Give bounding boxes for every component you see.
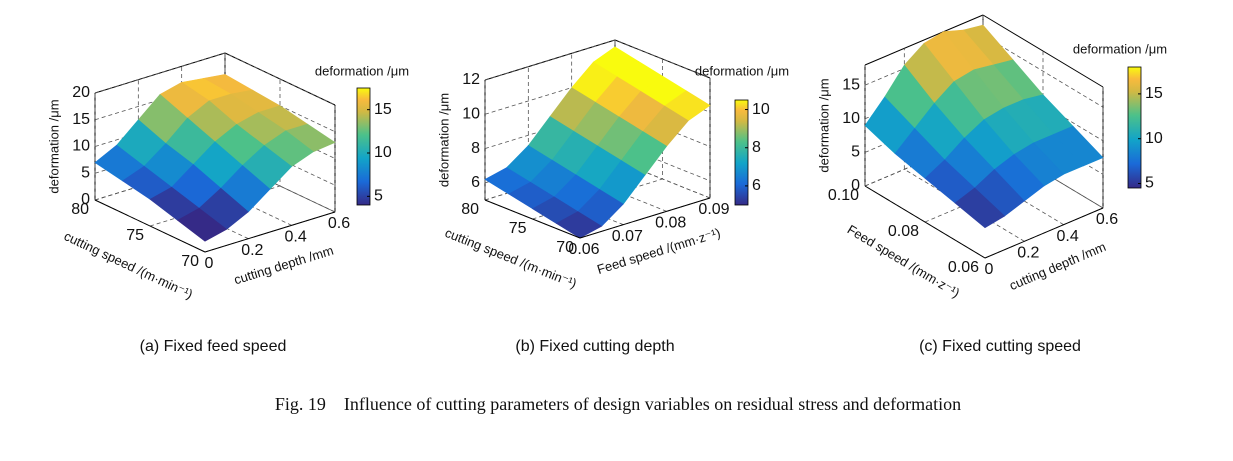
z-tick-label: 15	[842, 76, 860, 93]
colorbar	[734, 99, 749, 206]
grid-line	[484, 39, 711, 81]
box-edge	[224, 159, 336, 213]
y-tick-label: 0.06	[948, 259, 979, 276]
surface-patch	[555, 211, 603, 239]
colorbar-tick-label: 8	[752, 139, 761, 156]
y-tick-label: 70	[556, 239, 574, 256]
x-tick-label: 0.4	[1057, 228, 1079, 245]
grid-line	[484, 80, 581, 239]
y-tick-label: 75	[126, 227, 144, 244]
x-tick-label: 0.4	[285, 229, 307, 246]
colorbar	[1127, 66, 1142, 189]
grid-line	[864, 65, 986, 259]
box-edge	[982, 14, 1104, 88]
x-tick-label: 0	[985, 261, 994, 278]
colorbar-label: deformation /μm	[695, 63, 789, 78]
x-axis	[204, 211, 336, 253]
colorbar	[356, 87, 371, 206]
y-tick-label: 75	[509, 220, 527, 237]
z-axis-label: deformation /μm	[816, 78, 831, 172]
y-axis	[864, 185, 986, 259]
z-tick-label: 0	[851, 177, 860, 194]
x-tick-label: 0.2	[1017, 245, 1039, 262]
y-axis	[484, 199, 581, 239]
z-tick-label: 10	[72, 138, 90, 155]
colorbar-tick-label: 15	[374, 101, 392, 118]
z-axis-label: deformation /μm	[436, 93, 451, 187]
x-tick-label: 0	[205, 255, 214, 272]
box-edge	[864, 14, 984, 66]
colorbar-tick-label: 10	[374, 144, 392, 161]
x-tick-label: 0.6	[328, 215, 350, 232]
figure-caption: Fig. 19 Influence of cutting parameters …	[275, 394, 961, 414]
z-tick-label: 8	[471, 140, 480, 157]
z-tick-label: 10	[462, 106, 480, 123]
z-tick-label: 0	[81, 191, 90, 208]
x-tick-label: 0.6	[1096, 211, 1118, 228]
subplot-title: (a) Fixed feed speed	[140, 338, 287, 355]
colorbar-tick-label: 6	[752, 177, 761, 194]
x-tick-label: 0.06	[568, 241, 599, 258]
z-tick-label: 5	[81, 164, 90, 181]
x-tick-label: 0.09	[698, 201, 729, 218]
y-tick-label: 80	[71, 201, 89, 218]
z-tick-label: 15	[72, 111, 90, 128]
x-tick-label: 0.08	[655, 215, 686, 232]
z-axis-label: deformation /μm	[46, 99, 61, 193]
colorbar-tick-label: 5	[1145, 175, 1154, 192]
subplot-title: (b) Fixed cutting depth	[515, 338, 674, 355]
x-tick-label: 0.07	[612, 228, 643, 245]
subplot-title: (c) Fixed cutting speed	[919, 338, 1081, 355]
colorbar-tick-label: 5	[374, 188, 383, 205]
y-axis	[94, 199, 206, 253]
surface-patch	[954, 187, 1006, 229]
colorbar-tick-label: 10	[1145, 130, 1163, 147]
z-tick-label: 5	[851, 144, 860, 161]
x-axis	[579, 197, 711, 239]
z-tick-label: 10	[842, 110, 860, 127]
y-tick-label: 0.10	[828, 187, 859, 204]
box-edge	[614, 39, 711, 79]
surface-patch	[176, 207, 228, 242]
z-tick-label: 20	[72, 84, 90, 101]
grid-line	[527, 66, 624, 226]
y-tick-label: 80	[461, 201, 479, 218]
colorbar-tick-label: 15	[1145, 85, 1163, 102]
z-tick-label: 12	[462, 71, 480, 88]
x-axis	[984, 207, 1104, 259]
colorbar-label: deformation /μm	[1073, 41, 1167, 56]
colorbar-tick-label: 10	[752, 101, 770, 118]
z-tick-label: 6	[471, 174, 480, 191]
y-tick-label: 70	[181, 253, 199, 270]
colorbar-label: deformation /μm	[315, 63, 409, 78]
y-tick-label: 0.08	[888, 223, 919, 240]
x-tick-label: 0.2	[241, 242, 263, 259]
grid-line	[94, 52, 336, 106]
